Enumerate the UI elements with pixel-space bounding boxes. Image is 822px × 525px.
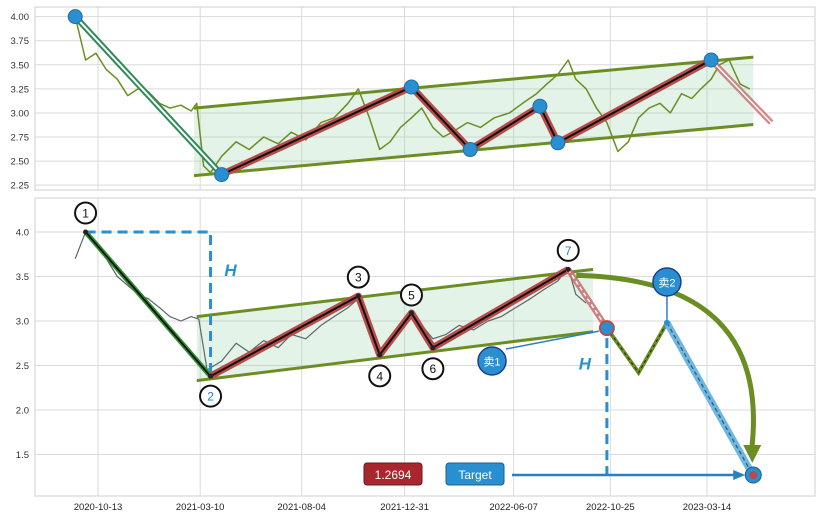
pivot-marker-7 bbox=[556, 238, 580, 262]
measure-bracket-1 bbox=[85, 230, 213, 377]
pivot-point-2 bbox=[208, 373, 214, 379]
x-tick-label: 2020-10-13 bbox=[74, 502, 123, 513]
sell1-point bbox=[598, 320, 615, 337]
pivot-point-7 bbox=[565, 266, 571, 272]
x-tick-label: 2022-06-07 bbox=[489, 502, 538, 513]
sell1-badge bbox=[477, 346, 507, 376]
bottom-y-tick-label: 4.0 bbox=[16, 228, 29, 239]
top-price-series bbox=[74, 16, 751, 174]
bottom-y-tick-label: 3.5 bbox=[16, 272, 29, 283]
x-tick-label: 2021-12-31 bbox=[380, 502, 429, 513]
top-channel-upper-line bbox=[193, 55, 754, 110]
top-pivot-point bbox=[403, 79, 419, 95]
top-y-tick-label: 3.25 bbox=[11, 84, 30, 95]
pivot-marker-5 bbox=[399, 283, 423, 307]
target-point-core bbox=[749, 471, 758, 480]
pivot-marker-label-3: 3 bbox=[355, 271, 362, 285]
top-projection-line-core bbox=[710, 59, 772, 124]
pivot-point-5 bbox=[408, 310, 414, 316]
top-panel: 2.25 2.50 2.75 3.00 3.25 3.50 3.75 4.00 bbox=[11, 6, 816, 192]
curved-target-arrow bbox=[576, 272, 756, 454]
pivot-marker-2 bbox=[199, 384, 223, 408]
x-tick-label: 2021-08-04 bbox=[277, 502, 326, 513]
top-pivot-point bbox=[67, 9, 83, 25]
bottom-retest-zigzag-core bbox=[606, 322, 668, 374]
pivot-marker-label-1: 1 bbox=[82, 207, 89, 221]
pivot-marker-3 bbox=[346, 265, 370, 289]
top-y-tick-label: 4.00 bbox=[11, 12, 30, 23]
pivot-point-6 bbox=[430, 345, 436, 351]
bottom-projection-line-core bbox=[567, 268, 608, 329]
top-pivot-point bbox=[532, 98, 548, 114]
pivot-marker-4 bbox=[368, 364, 392, 388]
bottom-wave-line-core bbox=[210, 268, 569, 378]
sell2-point bbox=[663, 319, 670, 326]
bottom-plot-area bbox=[34, 197, 816, 497]
pivot-point-3 bbox=[355, 293, 361, 299]
bottom-panel: 1.5 2.0 2.5 3.0 3.5 4.0 2020-10-13 2021-03-10 20… bbox=[16, 197, 816, 513]
sell1-label: 卖1 bbox=[483, 356, 500, 369]
top-y-tick-label: 2.50 bbox=[11, 157, 30, 168]
bottom-channel-fill bbox=[196, 269, 594, 381]
pivot-point-1 bbox=[83, 229, 89, 235]
pivot-marker-1 bbox=[74, 201, 98, 225]
curved-target-arrowhead bbox=[743, 445, 762, 464]
pivot-marker-label-7: 7 bbox=[565, 244, 572, 258]
measure-label-1: H bbox=[224, 261, 237, 280]
bottom-y-tick-label: 2.0 bbox=[16, 406, 29, 417]
bottom-price-series bbox=[74, 231, 587, 371]
top-y-tick-label: 2.25 bbox=[11, 181, 30, 192]
pivot-marker-label-5: 5 bbox=[408, 288, 415, 302]
top-pivot-point bbox=[550, 135, 566, 151]
top-pivot-point bbox=[462, 142, 478, 158]
bottom-downtrend-line-core bbox=[85, 231, 212, 377]
top-wave-line-core bbox=[221, 59, 712, 176]
pivot-marker-label-6: 6 bbox=[430, 362, 437, 376]
bottom-decline-line-core bbox=[666, 322, 754, 477]
bottom-channel-lower-line bbox=[196, 330, 594, 383]
pivot-marker-label-2: 2 bbox=[207, 390, 214, 404]
top-pivot-point bbox=[214, 167, 230, 183]
bottom-y-tick-label: 1.5 bbox=[16, 450, 29, 461]
top-y-tick-label: 2.75 bbox=[11, 133, 30, 144]
pivot-marker-6 bbox=[421, 357, 445, 381]
bottom-channel-upper-line bbox=[196, 267, 594, 319]
bottom-y-tick-label: 3.0 bbox=[16, 317, 29, 328]
top-downtrend-line-core bbox=[74, 15, 223, 176]
bottom-y-tick-label: 2.5 bbox=[16, 361, 29, 372]
top-y-tick-label: 3.75 bbox=[11, 36, 30, 47]
sell2-badge bbox=[652, 267, 682, 297]
target-label: Target bbox=[458, 468, 492, 482]
pivot-marker-label-4: 4 bbox=[376, 369, 383, 383]
measure-label-2: H bbox=[579, 355, 592, 374]
pivot-point-4 bbox=[377, 352, 383, 358]
top-pivot-point bbox=[703, 52, 719, 68]
sell1-pointer bbox=[505, 330, 600, 350]
x-tick-label: 2023-03-14 bbox=[683, 502, 732, 513]
target-value-label: 1.2694 bbox=[375, 468, 412, 482]
top-y-tick-label: 3.50 bbox=[11, 60, 30, 71]
x-tick-label: 2021-03-10 bbox=[176, 502, 225, 513]
top-channel-fill bbox=[194, 57, 754, 176]
sell2-label: 卖2 bbox=[658, 277, 675, 290]
top-y-tick-label: 3.00 bbox=[11, 108, 30, 119]
target-value-badge bbox=[363, 462, 423, 486]
x-tick-label: 2022-10-25 bbox=[586, 502, 635, 513]
target-badge bbox=[445, 462, 505, 486]
target-arrowhead bbox=[733, 470, 746, 481]
